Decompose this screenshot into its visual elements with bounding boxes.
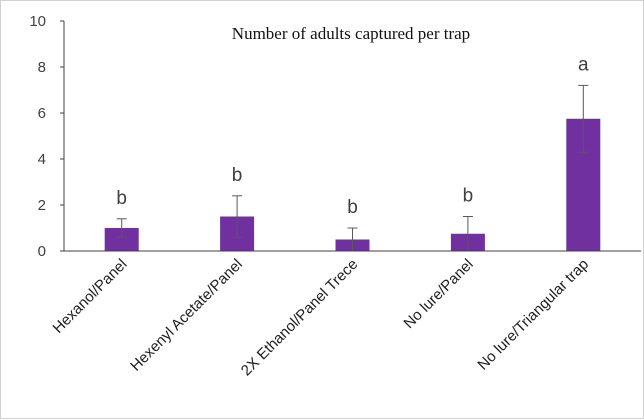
y-tick-label: 2 bbox=[38, 197, 46, 214]
significance-letter: b bbox=[232, 165, 243, 186]
x-category-label: No lure/Triangular trap bbox=[474, 256, 592, 374]
significance-letter: b bbox=[463, 186, 474, 207]
y-tick-label: 0 bbox=[38, 243, 46, 260]
error-bars-group bbox=[116, 84, 589, 252]
y-tick-label: 10 bbox=[29, 13, 46, 30]
x-category-label: No lure/Panel bbox=[400, 256, 476, 332]
y-tick-label: 4 bbox=[38, 151, 46, 168]
significance-letter: b bbox=[116, 188, 127, 209]
chart-title: Number of adults captured per trap bbox=[232, 24, 470, 43]
y-tick-label: 6 bbox=[38, 105, 46, 122]
significance-letter: b bbox=[347, 197, 358, 218]
x-category-label: Hexanol/Panel bbox=[50, 256, 131, 337]
y-tick-label: 8 bbox=[38, 59, 46, 76]
significance-letter: a bbox=[578, 54, 589, 75]
y-axis: 0 2 4 6 8 10 bbox=[29, 13, 65, 260]
bar bbox=[104, 228, 139, 251]
x-category-label: Hexenyl Acetate/Panel bbox=[127, 256, 246, 375]
significance-letters-group: b b b b a bbox=[116, 54, 589, 218]
x-category-label: 2X Ethanol/Panel Trece bbox=[238, 256, 361, 379]
